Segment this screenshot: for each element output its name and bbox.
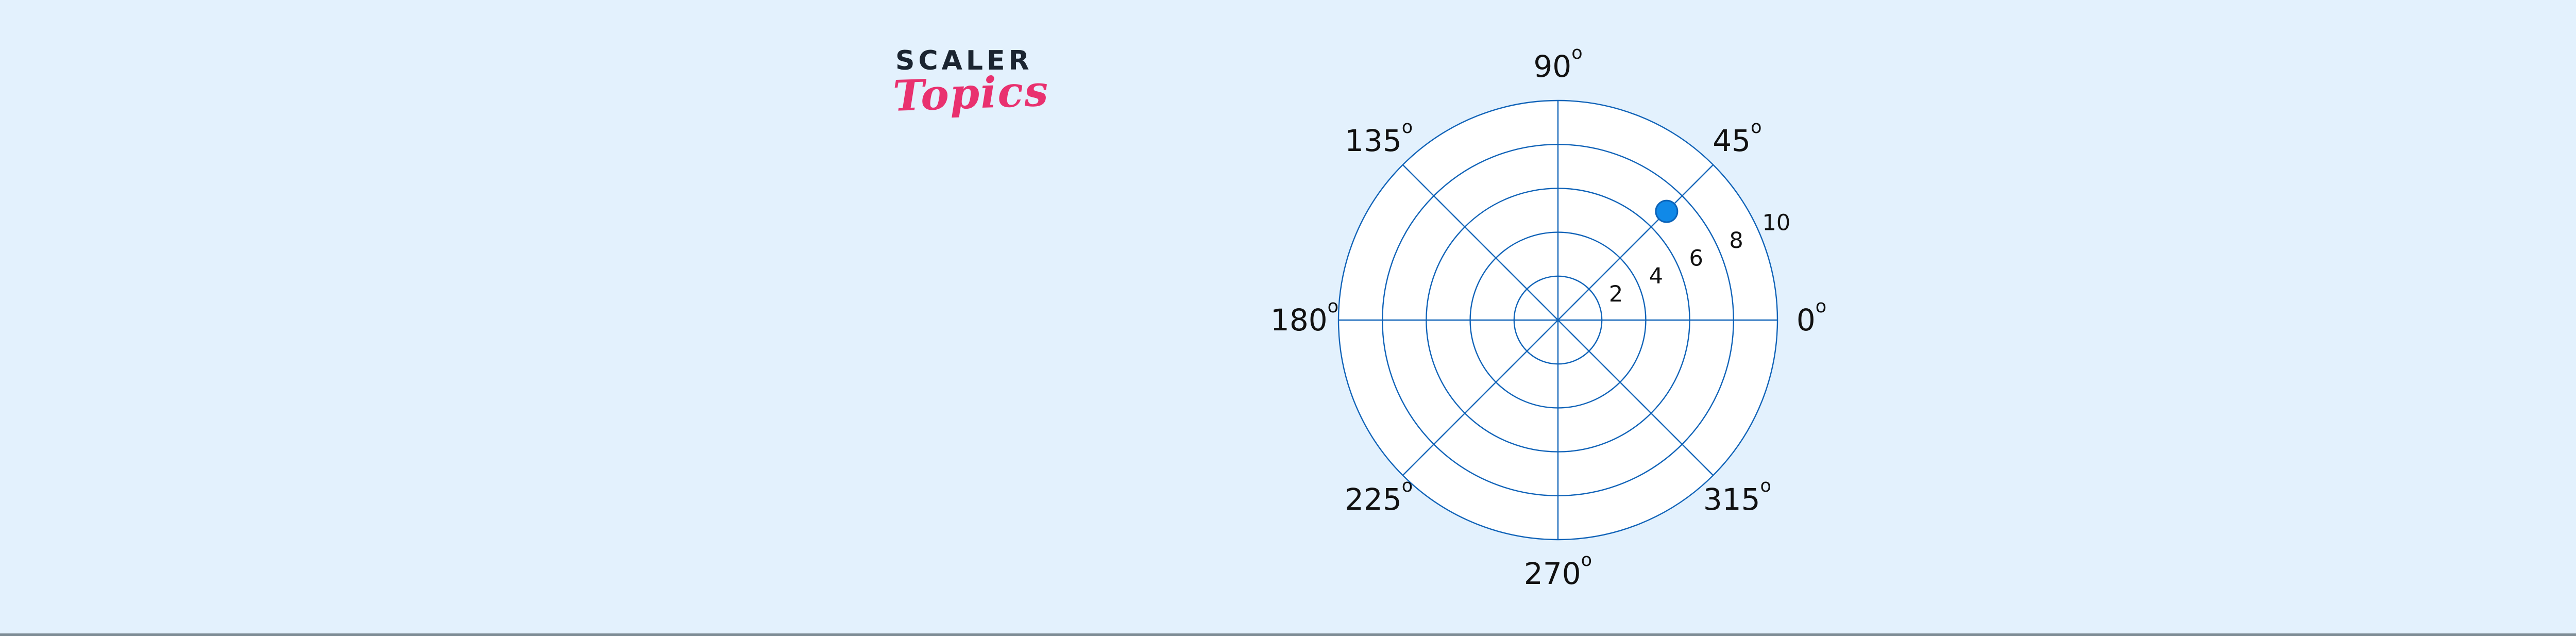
r-tick-label-8: 8 xyxy=(1729,228,1743,254)
theta-spoke-135 xyxy=(1402,164,1558,321)
r-tick-label-10: 10 xyxy=(1762,210,1791,236)
bottom-border xyxy=(0,633,2576,636)
theta-label-90: 90o xyxy=(1533,43,1582,84)
data-point xyxy=(1655,199,1679,223)
r-tick-label-4: 4 xyxy=(1649,263,1663,289)
theta-spoke-45 xyxy=(1557,164,1714,321)
theta-label-0: 0o xyxy=(1797,296,1826,338)
theta-label-45: 45o xyxy=(1713,117,1761,158)
theta-spoke-225 xyxy=(1402,320,1558,476)
r-tick-label-6: 6 xyxy=(1689,246,1703,272)
theta-label-315: 315o xyxy=(1703,476,1771,517)
r-tick-label-2: 2 xyxy=(1609,281,1623,307)
theta-label-180: 180o xyxy=(1270,296,1338,338)
theta-label-135: 135o xyxy=(1345,117,1413,158)
theta-label-270: 270o xyxy=(1524,550,1592,591)
theta-spoke-315 xyxy=(1557,320,1714,476)
theta-label-225: 225o xyxy=(1345,476,1413,517)
logo-brand-text: SCALER xyxy=(895,45,1033,76)
logo: SCALER Topics xyxy=(892,45,1050,121)
